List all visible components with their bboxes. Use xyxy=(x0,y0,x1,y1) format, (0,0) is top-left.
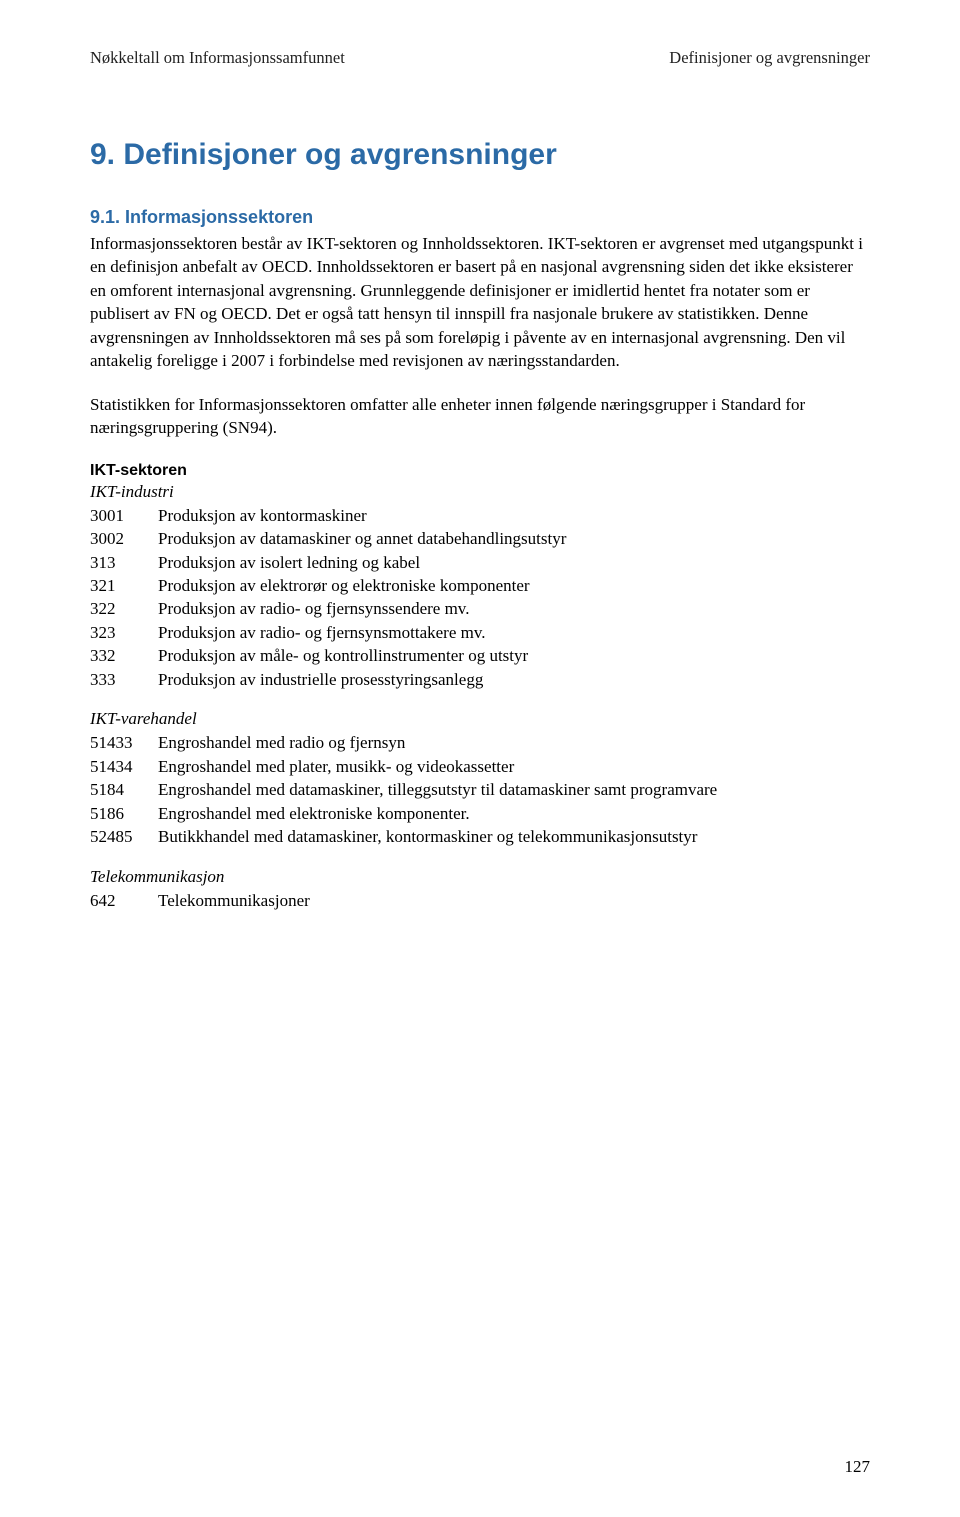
code-description: Produksjon av kontormaskiner xyxy=(158,504,870,527)
ikt-sektoren-heading: IKT-sektoren xyxy=(90,462,870,480)
code-description: Produksjon av elektrorør og elektroniske… xyxy=(158,574,870,597)
code-description: Produksjon av isolert ledning og kabel xyxy=(158,551,870,574)
header-right: Definisjoner og avgrensninger xyxy=(669,48,870,68)
code-description: Produksjon av industrielle prosesstyring… xyxy=(158,668,870,691)
code-number: 51433 xyxy=(90,731,158,754)
code-line: 5184Engroshandel med datamaskiner, tille… xyxy=(90,778,870,801)
code-number: 323 xyxy=(90,621,158,644)
code-line: 642Telekommunikasjoner xyxy=(90,889,870,912)
header-left: Nøkkeltall om Informasjonssamfunnet xyxy=(90,48,345,68)
code-description: Engroshandel med plater, musikk- og vide… xyxy=(158,755,870,778)
code-number: 3002 xyxy=(90,527,158,550)
code-number: 333 xyxy=(90,668,158,691)
code-number: 322 xyxy=(90,597,158,620)
ikt-varehandel-heading: IKT-varehandel xyxy=(90,709,870,729)
chapter-title: 9. Definisjoner og avgrensninger xyxy=(90,138,870,172)
code-description: Engroshandel med datamaskiner, tilleggsu… xyxy=(158,778,870,801)
code-description: Butikkhandel med datamaskiner, kontormas… xyxy=(158,825,870,848)
telekom-list: 642Telekommunikasjoner xyxy=(90,889,870,912)
code-description: Produksjon av radio- og fjernsynsmottake… xyxy=(158,621,870,644)
section-title: 9.1. Informasjonssektoren xyxy=(90,207,870,228)
telekom-heading: Telekommunikasjon xyxy=(90,867,870,887)
running-header: Nøkkeltall om Informasjonssamfunnet Defi… xyxy=(90,48,870,68)
page-number: 127 xyxy=(845,1457,871,1477)
code-line: 333Produksjon av industrielle prosesstyr… xyxy=(90,668,870,691)
code-line: 322Produksjon av radio- og fjernsynssend… xyxy=(90,597,870,620)
code-description: Produksjon av radio- og fjernsynssendere… xyxy=(158,597,870,620)
code-line: 51433Engroshandel med radio og fjernsyn xyxy=(90,731,870,754)
ikt-varehandel-list: 51433Engroshandel med radio og fjernsyn5… xyxy=(90,731,870,848)
paragraph-2: Statistikken for Informasjonssektoren om… xyxy=(90,393,870,440)
code-line: 313Produksjon av isolert ledning og kabe… xyxy=(90,551,870,574)
code-line: 3001Produksjon av kontormaskiner xyxy=(90,504,870,527)
code-line: 52485Butikkhandel med datamaskiner, kont… xyxy=(90,825,870,848)
code-line: 3002Produksjon av datamaskiner og annet … xyxy=(90,527,870,550)
ikt-industri-heading: IKT-industri xyxy=(90,482,870,502)
code-number: 51434 xyxy=(90,755,158,778)
code-number: 52485 xyxy=(90,825,158,848)
code-line: 321Produksjon av elektrorør og elektroni… xyxy=(90,574,870,597)
code-number: 313 xyxy=(90,551,158,574)
code-description: Produksjon av datamaskiner og annet data… xyxy=(158,527,870,550)
code-line: 5186Engroshandel med elektroniske kompon… xyxy=(90,802,870,825)
paragraph-1: Informasjonssektoren består av IKT-sekto… xyxy=(90,232,870,373)
ikt-industri-list: 3001Produksjon av kontormaskiner3002Prod… xyxy=(90,504,870,692)
code-number: 5184 xyxy=(90,778,158,801)
code-number: 3001 xyxy=(90,504,158,527)
code-line: 51434Engroshandel med plater, musikk- og… xyxy=(90,755,870,778)
code-number: 321 xyxy=(90,574,158,597)
code-description: Telekommunikasjoner xyxy=(158,889,870,912)
code-number: 642 xyxy=(90,889,158,912)
code-description: Produksjon av måle- og kontrollinstrumen… xyxy=(158,644,870,667)
code-description: Engroshandel med elektroniske komponente… xyxy=(158,802,870,825)
code-number: 5186 xyxy=(90,802,158,825)
code-description: Engroshandel med radio og fjernsyn xyxy=(158,731,870,754)
code-number: 332 xyxy=(90,644,158,667)
code-line: 323Produksjon av radio- og fjernsynsmott… xyxy=(90,621,870,644)
code-line: 332Produksjon av måle- og kontrollinstru… xyxy=(90,644,870,667)
